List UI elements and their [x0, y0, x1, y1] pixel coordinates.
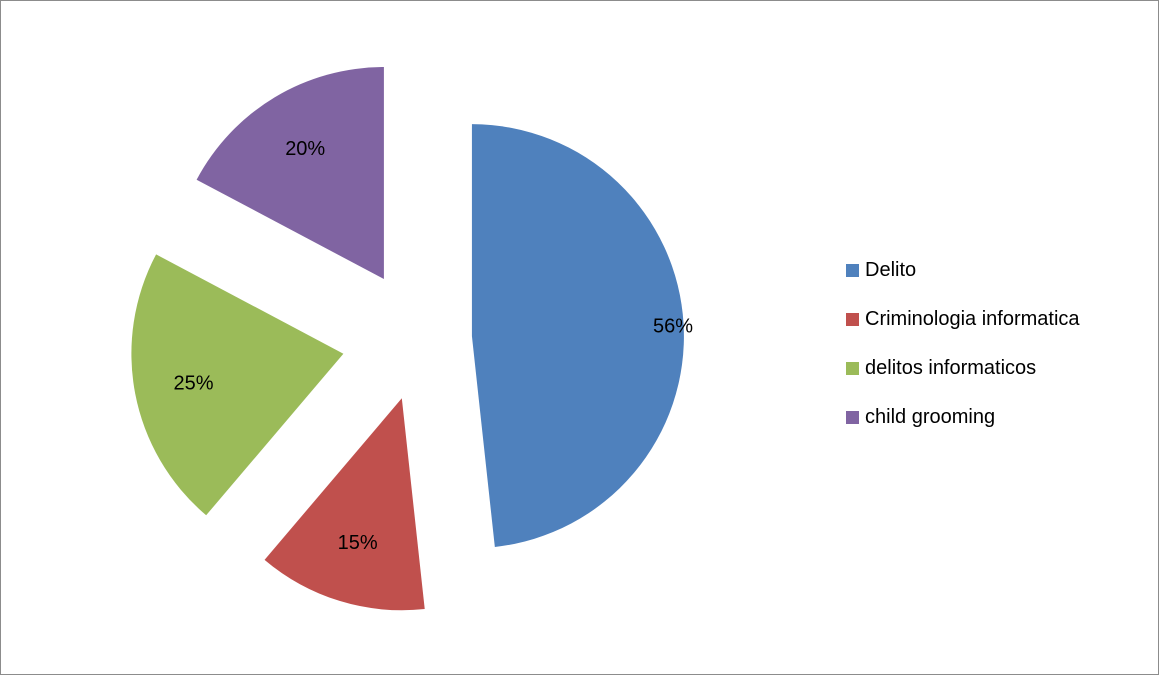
- legend-item-child-grooming: child grooming: [846, 401, 1080, 433]
- data-label: 15%: [338, 532, 378, 554]
- legend-item-criminologia-informatica: Criminologia informatica: [846, 303, 1080, 335]
- legend: Delito Criminologia informatica delitos …: [846, 254, 1080, 450]
- pie-slice-child-grooming: [196, 67, 384, 280]
- data-label: 20%: [285, 138, 325, 160]
- data-label: 56%: [653, 315, 693, 337]
- pie-slice-delito: [471, 124, 684, 547]
- pie-slice-delitos-informaticos: [131, 254, 344, 516]
- legend-label: Delito: [865, 258, 917, 281]
- legend-swatch: [846, 312, 859, 326]
- legend-item-delito: Delito: [846, 254, 1080, 286]
- legend-swatch: [846, 263, 859, 277]
- legend-item-delitos-informaticos: delitos informaticos: [846, 352, 1080, 384]
- pie-slice-criminologia-informatica: [264, 398, 425, 611]
- legend-swatch: [846, 410, 859, 424]
- legend-swatch: [846, 361, 859, 375]
- legend-label: delitos informaticos: [865, 356, 1037, 379]
- legend-label: Criminologia informatica: [865, 307, 1080, 330]
- data-label: 25%: [173, 372, 213, 394]
- legend-label: child grooming: [865, 405, 996, 428]
